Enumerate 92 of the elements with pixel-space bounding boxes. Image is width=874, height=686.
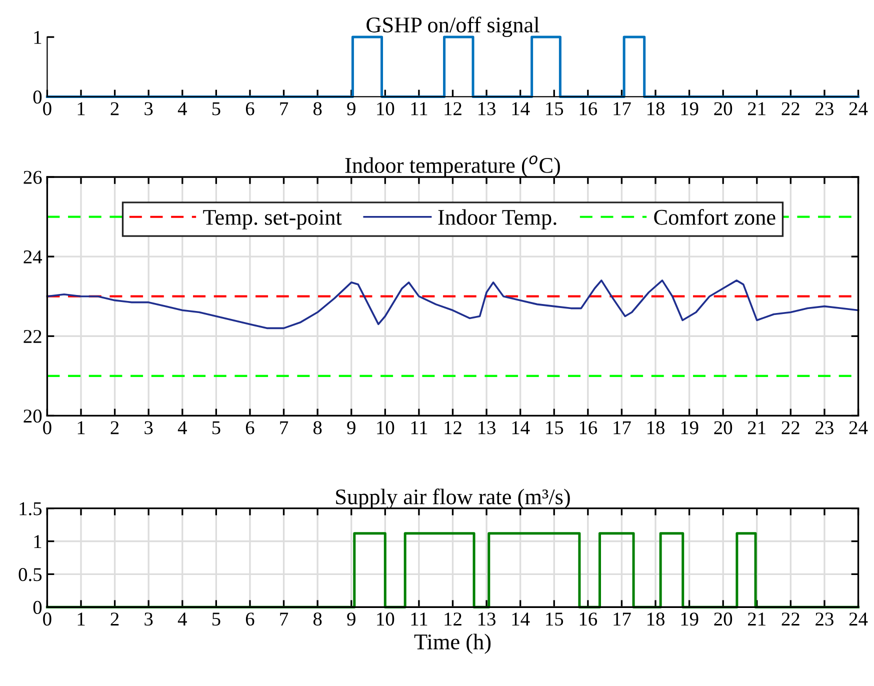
x-tick-label: 17 xyxy=(614,612,631,626)
x-tick-label: 23 xyxy=(816,421,834,434)
legend-label: Comfort zone xyxy=(654,209,776,225)
x-tick-label: 15 xyxy=(546,612,564,626)
x-tick-label: 2 xyxy=(110,421,119,434)
x-tick-label: 5 xyxy=(212,612,220,626)
x-tick-label: 18 xyxy=(647,612,664,626)
x-tick-label: 3 xyxy=(144,421,153,434)
x-tick-label: 7 xyxy=(280,421,288,434)
x-tick-label: 21 xyxy=(748,102,766,116)
chart-title: GSHP on/off signal xyxy=(366,16,540,38)
x-tick-label: 22 xyxy=(782,421,800,434)
x-tick-label: 14 xyxy=(512,612,530,626)
legend-label: Indoor Temp. xyxy=(438,209,556,230)
x-tick-label: 14 xyxy=(512,102,530,116)
x-tick-label: 0 xyxy=(43,421,52,434)
x-tick-label: 5 xyxy=(212,102,220,116)
x-tick-label: 22 xyxy=(782,612,800,626)
x-tick-label: 19 xyxy=(681,612,698,626)
x-tick-label: 8 xyxy=(313,102,322,116)
x-tick-label: 6 xyxy=(246,102,254,116)
x-tick-label: 9 xyxy=(347,421,356,434)
x-tick-label: 0 xyxy=(43,612,52,626)
x-tick-label: 24 xyxy=(849,612,868,626)
x-tick-label: 4 xyxy=(178,421,187,434)
y-tick-label: 0.5 xyxy=(18,568,42,582)
x-tick-label: 24 xyxy=(849,421,868,434)
x-tick-label: 15 xyxy=(546,102,564,116)
x-tick-label: 12 xyxy=(444,612,462,626)
x-tick-label: 3 xyxy=(144,612,153,626)
x-tick-label: 19 xyxy=(681,421,698,434)
x-tick-label: 9 xyxy=(347,102,356,116)
x-tick-label: 15 xyxy=(546,421,564,434)
x-tick-label: 1 xyxy=(78,102,85,116)
chart-title: Indoor temperature ($^{o}$C) xyxy=(345,155,560,178)
line-series xyxy=(46,280,860,330)
x-tick-label: 11 xyxy=(411,421,428,434)
x-tick-label: 11 xyxy=(411,102,428,116)
x-tick-label: 4 xyxy=(178,612,187,626)
x-tick-label: 12 xyxy=(444,421,462,434)
x-tick-label: 5 xyxy=(212,421,220,434)
x-tick-label: 20 xyxy=(714,102,732,116)
x-tick-label: 16 xyxy=(580,421,598,434)
x-axis-title: Time (h) xyxy=(414,634,491,654)
x-tick-label: 10 xyxy=(377,421,394,434)
x-tick-label: 13 xyxy=(478,102,496,116)
x-tick-label: 10 xyxy=(377,102,394,116)
x-tick-label: 1 xyxy=(78,612,85,626)
y-tick-label: 26 xyxy=(24,170,42,184)
x-tick-label: 19 xyxy=(681,102,698,116)
x-tick-label: 23 xyxy=(816,612,834,626)
x-tick-label: 21 xyxy=(748,421,766,434)
x-tick-label: 8 xyxy=(313,421,322,434)
x-tick-label: 17 xyxy=(614,102,631,116)
y-tick-label: 1.5 xyxy=(20,502,42,516)
x-tick-label: 23 xyxy=(816,102,834,116)
x-tick-label: 1 xyxy=(78,421,85,434)
x-tick-label: 24 xyxy=(849,102,868,116)
x-tick-label: 18 xyxy=(647,102,664,116)
x-tick-label: 9 xyxy=(347,612,356,626)
y-tick-label: 1 xyxy=(34,535,42,548)
y-tick-label: 0 xyxy=(33,90,42,104)
y-tick-label: 1 xyxy=(34,30,42,44)
x-tick-label: 6 xyxy=(246,421,254,434)
x-tick-label: 10 xyxy=(377,612,394,626)
y-tick-label: 24 xyxy=(24,250,42,264)
x-tick-label: 17 xyxy=(614,421,631,434)
x-tick-label: 16 xyxy=(580,612,598,626)
x-tick-label: 7 xyxy=(280,102,288,116)
x-tick-label: 14 xyxy=(512,421,530,434)
x-tick-label: 0 xyxy=(43,102,52,116)
legend-label: Temp. set-point xyxy=(203,210,342,230)
x-tick-label: 4 xyxy=(178,102,187,116)
x-tick-label: 18 xyxy=(647,421,664,434)
x-tick-label: 6 xyxy=(246,612,254,626)
x-tick-label: 13 xyxy=(478,612,496,626)
x-tick-label: 20 xyxy=(714,421,732,434)
x-tick-label: 2 xyxy=(110,612,119,626)
x-tick-label: 8 xyxy=(313,612,322,626)
x-tick-label: 20 xyxy=(714,612,732,626)
y-tick-label: 20 xyxy=(24,410,42,423)
x-tick-label: 3 xyxy=(144,102,153,116)
x-tick-label: 2 xyxy=(110,102,119,116)
x-tick-label: 12 xyxy=(444,102,462,116)
y-tick-label: 0 xyxy=(33,600,42,614)
x-tick-label: 7 xyxy=(280,612,288,626)
x-tick-label: 13 xyxy=(478,421,496,434)
x-tick-label: 22 xyxy=(782,102,800,116)
y-tick-label: 22 xyxy=(24,330,42,343)
x-tick-label: 11 xyxy=(411,612,428,626)
x-tick-label: 21 xyxy=(748,612,766,626)
x-tick-label: 16 xyxy=(580,102,598,116)
